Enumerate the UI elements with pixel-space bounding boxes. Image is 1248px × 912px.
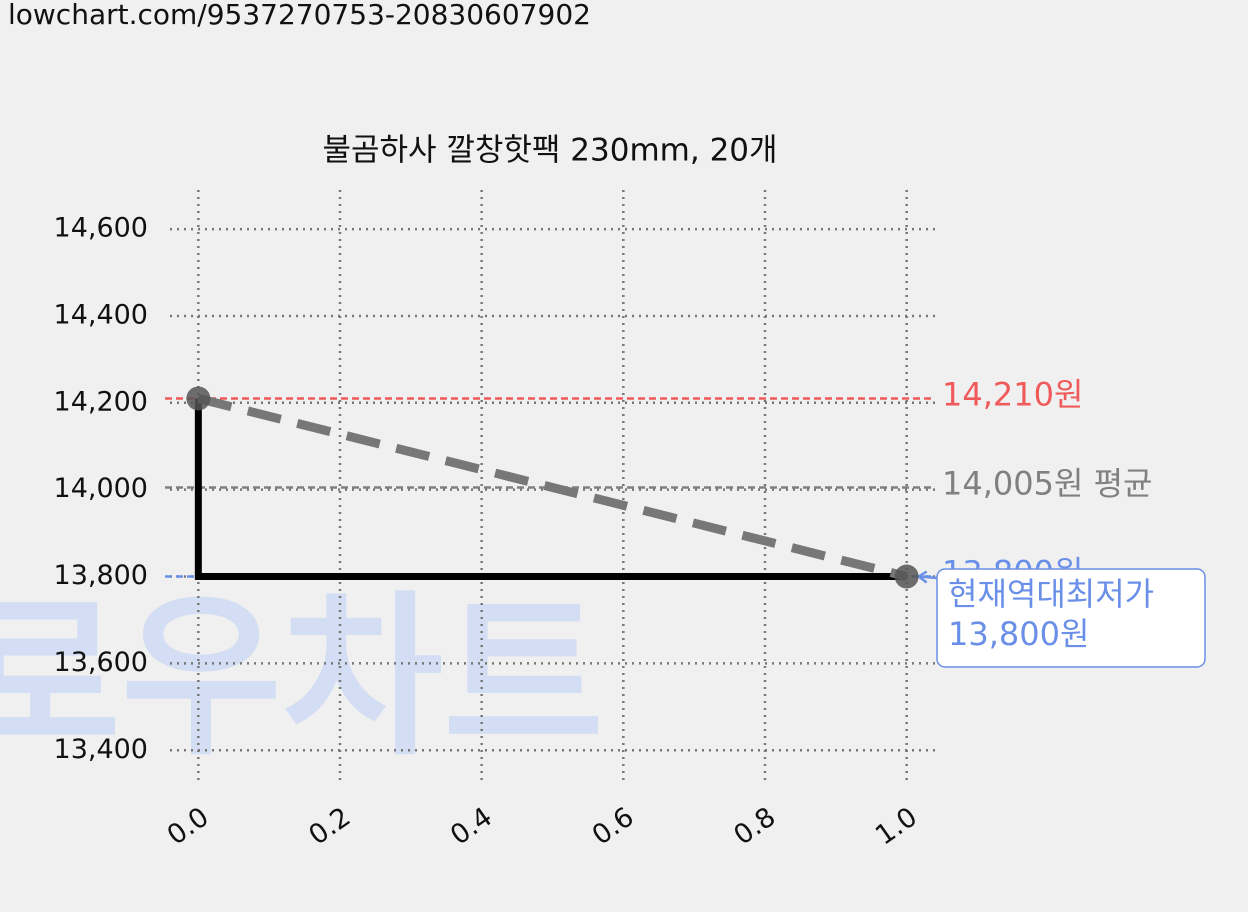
price-line [194,398,907,581]
y-tick-label: 14,400 [54,299,148,330]
point [186,386,211,411]
trend-line [197,394,908,581]
x-tick-label: 0.6 [587,801,640,851]
annotation-text: 현재역대최저가 [948,575,1154,613]
watermark: 로우차트 [0,577,604,780]
x-tick-label: 0.2 [303,801,356,851]
annotation-text: 13,800원 [948,615,1089,653]
annotation-arrow [917,570,938,584]
annotation-box [936,568,1206,668]
y-tick-label: 14,600 [54,213,148,244]
reference-label: 14,005원 평균 [942,465,1152,503]
reference-label: 14,210원 [942,375,1083,413]
chart-title: 불곰하사 깔창핫팩 230mm, 20개 [322,133,777,169]
y-tick-label: 13,400 [54,734,148,765]
y-tick-label: 14,200 [54,386,148,417]
y-tick-label: 13,800 [54,560,148,591]
x-tick-label: 0.4 [445,801,498,851]
x-tick-label: 0.8 [728,801,781,851]
url: lowchart.com/9537270753-20830607902 [8,0,591,31]
point [894,564,919,589]
y-tick-label: 14,000 [54,473,148,504]
x-tick-label: 1.0 [870,801,923,851]
x-tick-label: 0.0 [162,801,215,851]
y-tick-label: 13,600 [54,647,148,678]
